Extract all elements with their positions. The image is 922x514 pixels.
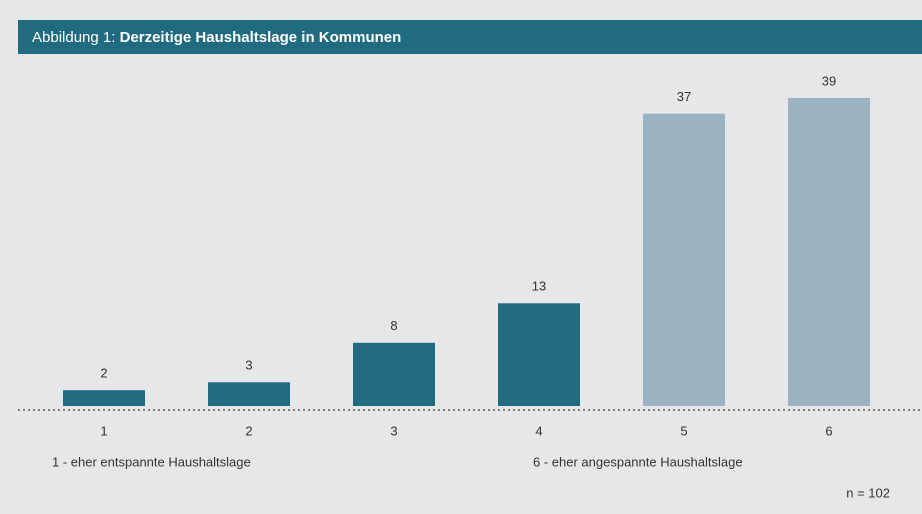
- x-tick-label: 2: [245, 423, 252, 438]
- x-tick-label: 1: [100, 423, 107, 438]
- annotation: 6 - eher angespannte Haushaltslage: [533, 454, 743, 469]
- value-label: 37: [677, 89, 691, 104]
- title-label: Abbildung 1:: [32, 29, 115, 46]
- bar: [353, 342, 435, 406]
- chart-title: Abbildung 1: Derzeitige Haushaltslage in…: [32, 29, 401, 46]
- bar: [63, 390, 145, 406]
- value-label: 13: [532, 279, 546, 294]
- annotation: 1 - eher entspannte Haushaltslage: [52, 454, 251, 469]
- value-label: 2: [100, 366, 107, 381]
- x-tick-label: 3: [390, 423, 397, 438]
- annotation: n = 102: [846, 485, 890, 500]
- value-label: 39: [822, 73, 836, 88]
- value-label: 8: [390, 318, 397, 333]
- bar: [498, 303, 580, 406]
- x-tick-label: 4: [535, 423, 542, 438]
- bar: [208, 382, 290, 406]
- bar: [788, 97, 870, 407]
- title-bar: [18, 20, 922, 54]
- value-label: 3: [245, 358, 252, 373]
- bar: [643, 113, 725, 406]
- x-tick-label: 5: [680, 423, 687, 438]
- x-tick-label: 6: [825, 423, 832, 438]
- title-text: Derzeitige Haushaltslage in Kommunen: [120, 29, 402, 46]
